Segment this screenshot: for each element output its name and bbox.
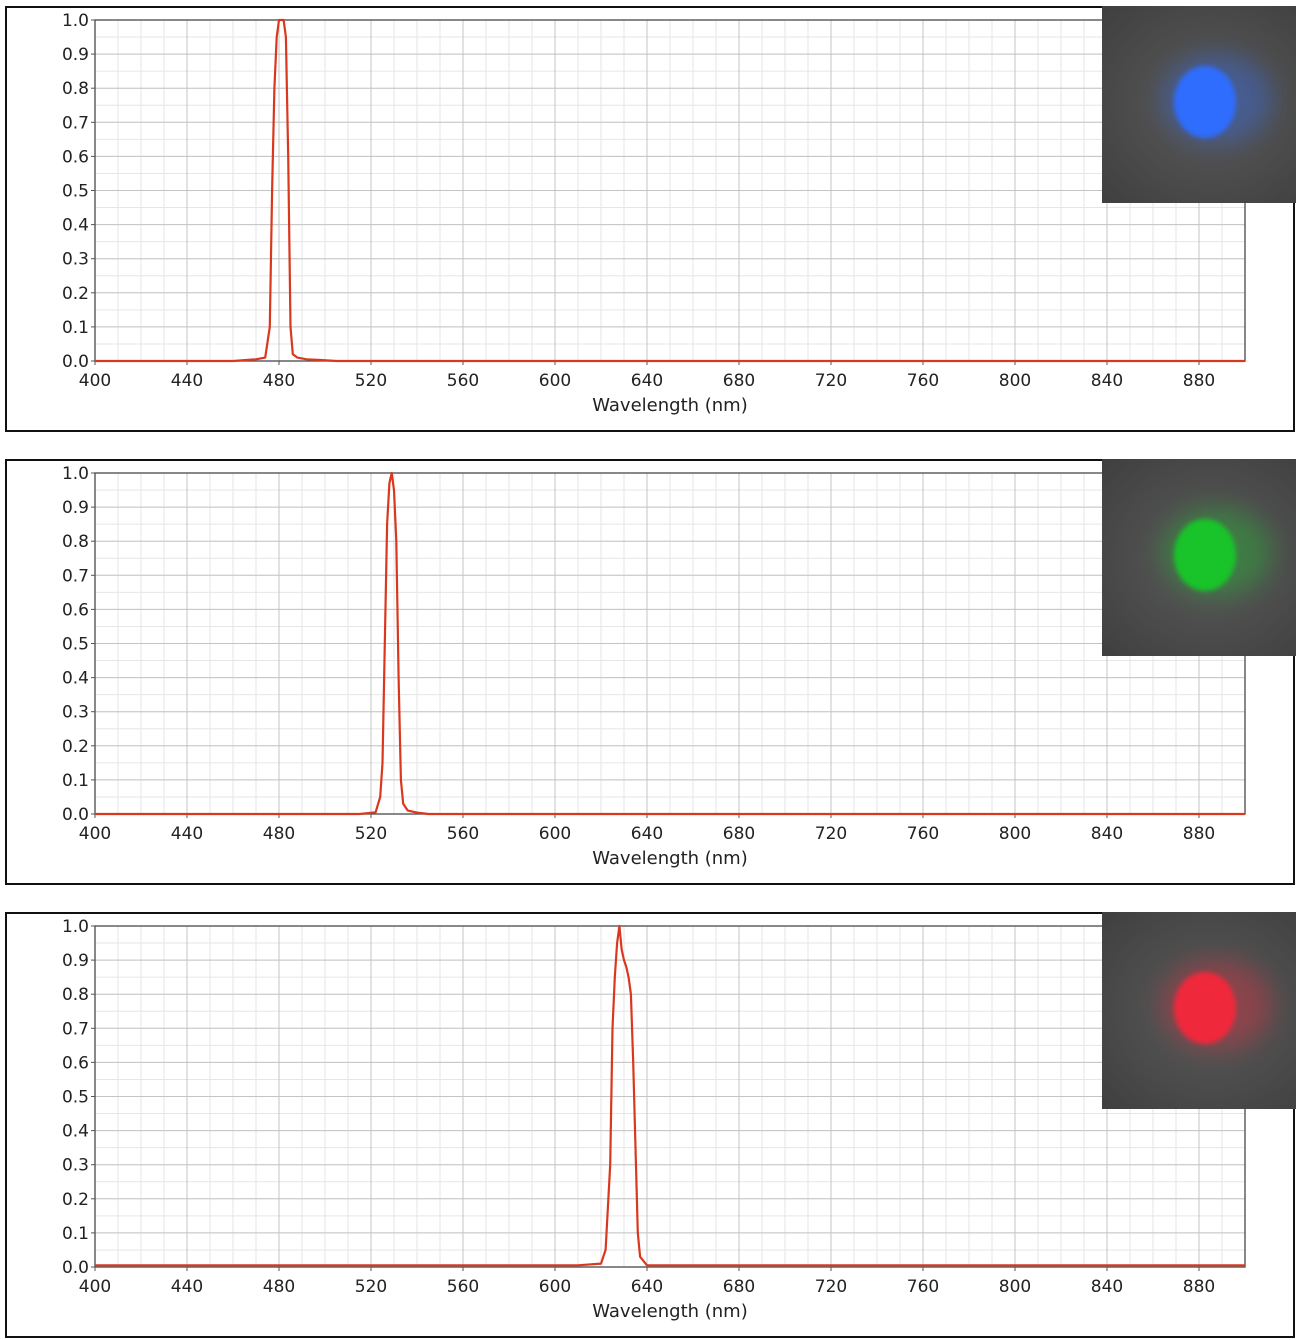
x-tick-label: 400	[79, 371, 111, 391]
x-tick-label: 440	[171, 1277, 203, 1297]
y-tick-label: 0.2	[62, 284, 89, 304]
x-tick-label: 640	[631, 824, 663, 844]
x-tick-label: 560	[447, 1277, 479, 1297]
x-tick-label: 760	[907, 371, 939, 391]
y-tick-label: 0.4	[62, 669, 89, 689]
y-tick-label: 0.0	[62, 1258, 89, 1278]
x-tick-label: 880	[1183, 824, 1215, 844]
spot-light	[1174, 66, 1236, 138]
y-tick-label: 0.8	[62, 985, 89, 1005]
y-tick-label: 0.7	[62, 566, 89, 586]
x-tick-label: 840	[1091, 1277, 1123, 1297]
x-tick-label: 480	[263, 824, 295, 844]
y-tick-label: 0.9	[62, 498, 89, 518]
series-line	[95, 471, 1245, 816]
x-tick-label: 880	[1183, 371, 1215, 391]
y-tick-label: 0.8	[62, 532, 89, 552]
y-tick-label: 1.0	[62, 917, 89, 937]
x-tick-label: 680	[723, 1277, 755, 1297]
y-tick-label: 0.6	[62, 600, 89, 620]
x-axis-title: Wavelength (nm)	[592, 848, 748, 869]
y-tick-label: 1.0	[62, 464, 89, 484]
x-tick-label: 760	[907, 824, 939, 844]
spot-light	[1174, 519, 1236, 591]
series-line	[95, 18, 1245, 363]
x-tick-label: 760	[907, 1277, 939, 1297]
y-tick-label: 0.6	[62, 147, 89, 167]
spectrum-panel-red: 400 440 480 520 560 600 640 680 720 760 800 840 880 0…	[5, 912, 1296, 1338]
y-tick-label: 0.3	[62, 250, 89, 270]
y-tick-label: 0.7	[62, 113, 89, 133]
x-tick-label: 640	[631, 1277, 663, 1297]
x-tick-label: 440	[171, 371, 203, 391]
y-tick-label: 0.0	[62, 352, 89, 372]
y-tick-label: 0.2	[62, 737, 89, 757]
x-tick-label: 680	[723, 371, 755, 391]
x-tick-label: 720	[815, 824, 847, 844]
x-tick-label: 600	[539, 1277, 571, 1297]
x-tick-label: 840	[1091, 824, 1123, 844]
x-tick-label: 520	[355, 371, 387, 391]
x-tick-label: 880	[1183, 1277, 1215, 1297]
y-tick-label: 0.5	[62, 635, 89, 655]
y-tick-label: 0.5	[62, 182, 89, 202]
y-tick-label: 0.2	[62, 1190, 89, 1210]
x-tick-label: 800	[999, 824, 1031, 844]
x-tick-label: 560	[447, 371, 479, 391]
y-tick-label: 0.1	[62, 1224, 89, 1244]
x-tick-label: 840	[1091, 371, 1123, 391]
y-tick-label: 0.1	[62, 771, 89, 791]
x-axis-title: Wavelength (nm)	[592, 395, 748, 416]
x-tick-label: 520	[355, 1277, 387, 1297]
x-tick-label: 560	[447, 824, 479, 844]
x-tick-label: 600	[539, 371, 571, 391]
x-tick-label: 400	[79, 1277, 111, 1297]
x-tick-label: 440	[171, 824, 203, 844]
y-tick-label: 0.8	[62, 79, 89, 99]
x-tick-label: 720	[815, 1277, 847, 1297]
x-tick-label: 520	[355, 824, 387, 844]
y-tick-label: 1.0	[62, 11, 89, 31]
y-tick-label: 0.9	[62, 951, 89, 971]
y-tick-label: 0.4	[62, 1122, 89, 1142]
y-tick-label: 0.1	[62, 318, 89, 338]
spectrum-panel-blue: 400 440 480 520 560 600 640 680 720 760 800 840 880 0…	[5, 6, 1296, 432]
y-tick-label: 0.9	[62, 45, 89, 65]
red-spot-photo	[1102, 912, 1296, 1109]
y-tick-label: 0.3	[62, 703, 89, 723]
x-tick-label: 800	[999, 371, 1031, 391]
y-tick-label: 0.5	[62, 1088, 89, 1108]
y-tick-label: 0.4	[62, 216, 89, 236]
x-tick-label: 680	[723, 824, 755, 844]
series-line	[95, 924, 1245, 1267]
y-tick-label: 0.3	[62, 1156, 89, 1176]
spectrum-chart: 400 440 480 520 560 600 640 680 720 760 800 840 880 0…	[62, 11, 1246, 416]
x-tick-label: 800	[999, 1277, 1031, 1297]
x-axis-title: Wavelength (nm)	[592, 1301, 748, 1322]
spectrum-panel-green: 400 440 480 520 560 600 640 680 720 760 800 840 880 0…	[5, 459, 1296, 885]
x-tick-label: 480	[263, 371, 295, 391]
x-tick-label: 600	[539, 824, 571, 844]
x-tick-label: 720	[815, 371, 847, 391]
y-tick-label: 0.6	[62, 1053, 89, 1073]
spot-light	[1174, 972, 1236, 1044]
x-tick-label: 480	[263, 1277, 295, 1297]
green-spot-photo	[1102, 459, 1296, 656]
blue-spot-photo	[1102, 6, 1296, 203]
spectrum-chart: 400 440 480 520 560 600 640 680 720 760 800 840 880 0…	[62, 464, 1246, 869]
x-tick-label: 640	[631, 371, 663, 391]
y-tick-label: 0.0	[62, 805, 89, 825]
x-tick-label: 400	[79, 824, 111, 844]
y-tick-label: 0.7	[62, 1019, 89, 1039]
